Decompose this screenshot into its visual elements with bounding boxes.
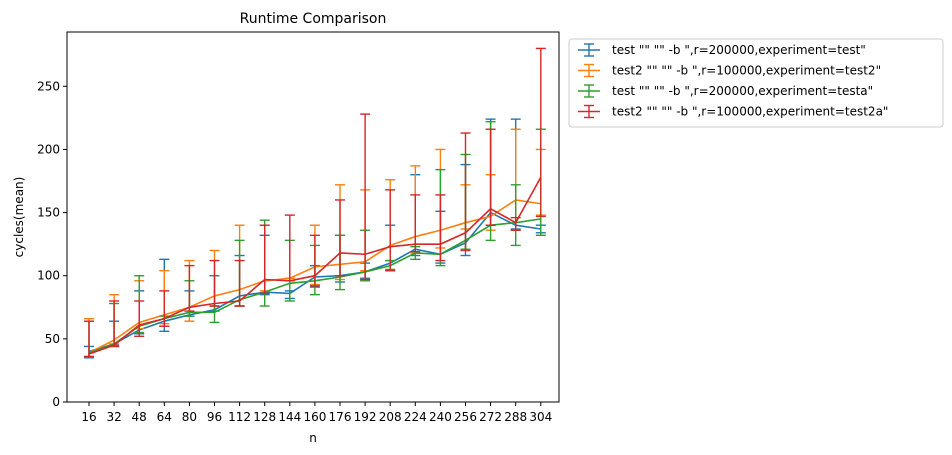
legend-item: test "" "" -b ",r=200000,experiment=test… bbox=[578, 43, 866, 57]
chart-title: Runtime Comparison bbox=[240, 11, 387, 27]
x-tick-label: 64 bbox=[157, 410, 172, 424]
x-tick-label: 208 bbox=[379, 410, 402, 424]
legend-label: test2 "" "" -b ",r=100000,experiment=tes… bbox=[612, 64, 881, 78]
x-tick-label: 144 bbox=[278, 410, 301, 424]
x-tick-label: 112 bbox=[228, 410, 251, 424]
x-tick-label: 224 bbox=[404, 410, 427, 424]
legend-label: test2 "" "" -b ",r=100000,experiment=tes… bbox=[612, 105, 888, 119]
x-tick-label: 256 bbox=[454, 410, 477, 424]
x-tick-label: 48 bbox=[132, 410, 147, 424]
x-tick-label: 192 bbox=[354, 410, 377, 424]
x-tick-label: 240 bbox=[429, 410, 452, 424]
legend-frame bbox=[568, 38, 944, 128]
y-tick-label: 0 bbox=[52, 395, 60, 409]
plot-area bbox=[84, 47, 546, 359]
series-4 bbox=[84, 47, 546, 358]
x-tick-label: 288 bbox=[504, 410, 527, 424]
x-tick-label: 96 bbox=[207, 410, 222, 424]
x-tick-label: 128 bbox=[253, 410, 276, 424]
y-tick-label: 250 bbox=[37, 79, 60, 93]
y-axis: 0 50 100 150 200 250 bbox=[37, 79, 67, 409]
plot-frame bbox=[66, 31, 560, 403]
legend: test "" "" -b ",r=200000,experiment=test… bbox=[568, 38, 944, 128]
x-tick-label: 160 bbox=[303, 410, 326, 424]
y-tick-label: 100 bbox=[37, 269, 60, 283]
x-tick-label: 176 bbox=[329, 410, 352, 424]
y-axis-label: cycles(mean) bbox=[12, 177, 26, 258]
x-axis: 16 32 48 64 80 96 112 128 144 160 176 192 208 224 240 2… bbox=[81, 402, 552, 424]
y-tick-label: 200 bbox=[37, 142, 60, 156]
legend-item: test "" "" -b ",r=200000,experiment=test… bbox=[578, 84, 873, 98]
y-tick-label: 50 bbox=[45, 332, 60, 346]
x-tick-label: 272 bbox=[479, 410, 502, 424]
legend-label: test "" "" -b ",r=200000,experiment=test… bbox=[612, 84, 873, 98]
x-tick-label: 32 bbox=[106, 410, 121, 424]
legend-item: test2 "" "" -b ",r=100000,experiment=tes… bbox=[578, 105, 888, 119]
y-tick-label: 150 bbox=[37, 206, 60, 220]
x-tick-label: 16 bbox=[81, 410, 96, 424]
x-tick-label: 80 bbox=[182, 410, 197, 424]
legend-item: test2 "" "" -b ",r=100000,experiment=tes… bbox=[578, 64, 881, 78]
x-tick-label: 304 bbox=[529, 410, 552, 424]
legend-label: test "" "" -b ",r=200000,experiment=test… bbox=[612, 43, 866, 57]
x-axis-label: n bbox=[309, 431, 317, 445]
